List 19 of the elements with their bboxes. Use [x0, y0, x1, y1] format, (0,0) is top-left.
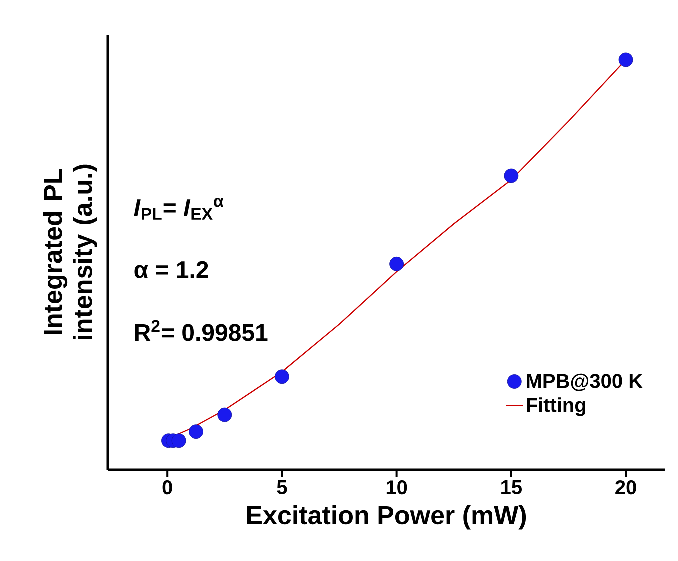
- point: [390, 256, 404, 272]
- annotation: I$_{PL}$= I$_{EX}$α: [134, 198, 224, 220]
- y-axis-title: Integrated PL intensity (a.u.): [43, 164, 98, 340]
- x-tick-label: 10: [386, 480, 408, 495]
- x-tick-label: 15: [502, 480, 522, 494]
- point: [618, 52, 634, 68]
- x-tick-label: 20: [616, 480, 636, 495]
- legend-label: MPB@300 K: [527, 374, 643, 392]
- annotation: R$^{2}$= 0.99851: [135, 320, 268, 342]
- point: [275, 370, 290, 384]
- point: [218, 408, 232, 422]
- point: [504, 168, 519, 184]
- x-tick-label: 5: [277, 480, 288, 494]
- legend-label: Fitting: [527, 398, 586, 416]
- point: [189, 424, 204, 440]
- x-axis-title: Excitation Power (mW): [247, 506, 526, 530]
- point: [172, 434, 186, 448]
- x-tick-label: 0: [162, 480, 172, 495]
- annotation: α = 1.2: [134, 261, 208, 278]
